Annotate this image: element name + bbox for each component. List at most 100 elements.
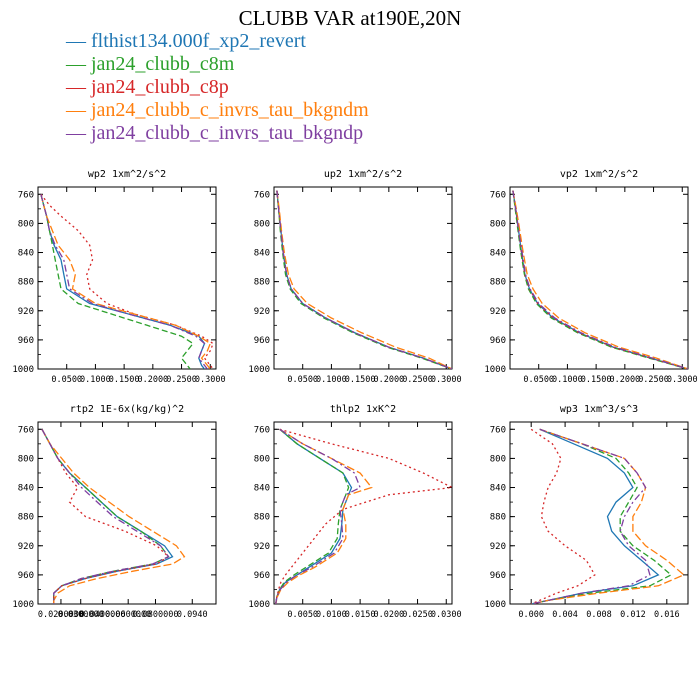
x-tick-label: 0.000 [518,610,544,620]
y-tick-label: 880 [254,513,270,523]
y-tick-label: 880 [18,278,34,288]
series-line-4 [531,428,651,604]
x-tick-label: 0.016 [654,610,680,620]
plot-frame [37,186,217,370]
series-line-2 [275,428,452,604]
y-tick-label: 840 [490,484,506,494]
panel-title: rtp2 1E-6x(kg/kg)^2 [70,404,184,415]
x-tick-label: 0.2000 [137,375,168,385]
x-tick-label: 0.0500 [287,375,318,385]
y-tick-label: 960 [490,571,506,581]
y-tick-label: 880 [18,513,34,523]
panel-0: wp2 1xm^2/s^2 760 800 840 880 920 960 1000 0.050… [12,169,225,385]
y-tick-label: 920 [490,307,506,317]
y-tick-label: 800 [490,454,506,464]
x-tick-label: 0.2000 [609,375,640,385]
plot-frame [37,421,217,605]
legend-entry-bkgndp: — jan24_clubb_c_invrs_tau_bkgndp [66,122,364,144]
y-tick-label: 840 [254,249,270,259]
y-tick-label: 800 [18,219,34,229]
panel-1: up2 1xm^2/s^2 760 800 840 880 920 960 1000 0.050… [248,169,461,385]
x-tick-label: 0.1500 [109,375,140,385]
series-line-0 [276,190,452,369]
series-line-0 [531,428,660,604]
y-tick-label: 840 [490,249,506,259]
x-tick-label: 0.0800000 [132,610,178,620]
y-tick-label: 800 [490,219,506,229]
x-tick-label: 0.1500 [345,375,376,385]
series-line-1 [276,190,452,369]
plot-frame [273,186,453,370]
y-tick-label: 840 [18,484,34,494]
y-tick-label: 880 [254,278,270,288]
y-tick-label: 1000 [248,365,270,375]
x-tick-label: 0.1500 [581,375,612,385]
series-line-2 [512,190,688,369]
series-line-2 [530,428,596,604]
y-tick-label: 960 [254,336,270,346]
series-line-4 [40,194,208,369]
series-line-3 [41,428,186,604]
x-tick-label: 0.0500 [523,375,554,385]
x-tick-label: 0.004 [552,610,578,620]
panel-2: vp2 1xm^2/s^2 760 800 840 880 920 960 1000 0.050… [484,169,697,385]
y-tick-label: 880 [490,513,506,523]
y-tick-label: 1000 [484,600,506,610]
plot-frame [273,421,453,605]
series-line-1 [41,428,170,604]
x-tick-label: 0.0500 [51,375,82,385]
y-tick-label: 960 [490,336,506,346]
x-tick-label: 0.012 [620,610,646,620]
series-line-2 [41,428,170,604]
y-tick-label: 760 [490,190,506,200]
legend-entry-flthist134: — flthist134.000f_xp2_revert [66,30,306,52]
series-line-1 [275,428,350,604]
x-tick-label: 0.3000 [667,375,698,385]
series-line-1 [40,194,194,369]
panel-3: rtp2 1E-6x(kg/kg)^2 760 800 840 880 920 960 100… [12,404,217,620]
x-tick-label: 0.0050 [287,610,318,620]
legend: — flthist134.000f_xp2_revert — jan24_clu… [66,30,369,145]
panel-title: wp3 1xm^3/s^3 [560,404,638,415]
y-tick-label: 920 [254,542,270,552]
series-line-0 [275,428,353,604]
panel-title: vp2 1xm^2/s^2 [560,169,638,180]
series-line-1 [531,428,673,604]
series-line-4 [41,428,170,604]
x-tick-label: 0.0300000 [58,610,104,620]
x-tick-label: 0.0600000 [105,610,151,620]
x-tick-label: 0.1000 [316,375,347,385]
series-line-3 [531,428,686,604]
panel-5: wp3 1xm^3/s^3 760 800 840 880 920 960 1000 0.000… [484,404,689,620]
y-tick-label: 800 [254,454,270,464]
y-tick-label: 760 [254,425,270,435]
y-tick-label: 1000 [484,365,506,375]
plot-frame [509,186,689,370]
y-tick-label: 880 [490,278,506,288]
series-line-0 [41,428,174,604]
legend-entry-c8p: — jan24_clubb_c8p [66,76,229,98]
y-tick-label: 760 [18,425,34,435]
series-line-3 [512,190,688,369]
x-tick-label: 0.0150 [345,610,376,620]
x-tick-label: 0.3000 [195,375,226,385]
panel-title: thlp2 1xK^2 [330,404,396,415]
x-tick-label: 0.0940 [177,610,208,620]
series-line-2 [276,190,452,369]
y-tick-label: 920 [490,542,506,552]
series-line-3 [40,194,212,369]
legend-entry-c8m: — jan24_clubb_c8m [66,53,235,75]
x-tick-label: 0.0250 [402,610,433,620]
x-tick-label: 0.3000 [431,375,462,385]
y-tick-label: 960 [18,336,34,346]
y-tick-label: 960 [18,571,34,581]
series-line-4 [276,190,452,369]
y-tick-label: 840 [18,249,34,259]
x-tick-label: 0.0400000 [79,610,125,620]
x-tick-label: 0.2500 [638,375,669,385]
y-tick-label: 760 [18,190,34,200]
x-tick-label: 0.2500 [166,375,197,385]
legend-entry-bkgndm: — jan24_clubb_c_invrs_tau_bkgndm [66,99,369,121]
y-tick-label: 920 [18,307,34,317]
